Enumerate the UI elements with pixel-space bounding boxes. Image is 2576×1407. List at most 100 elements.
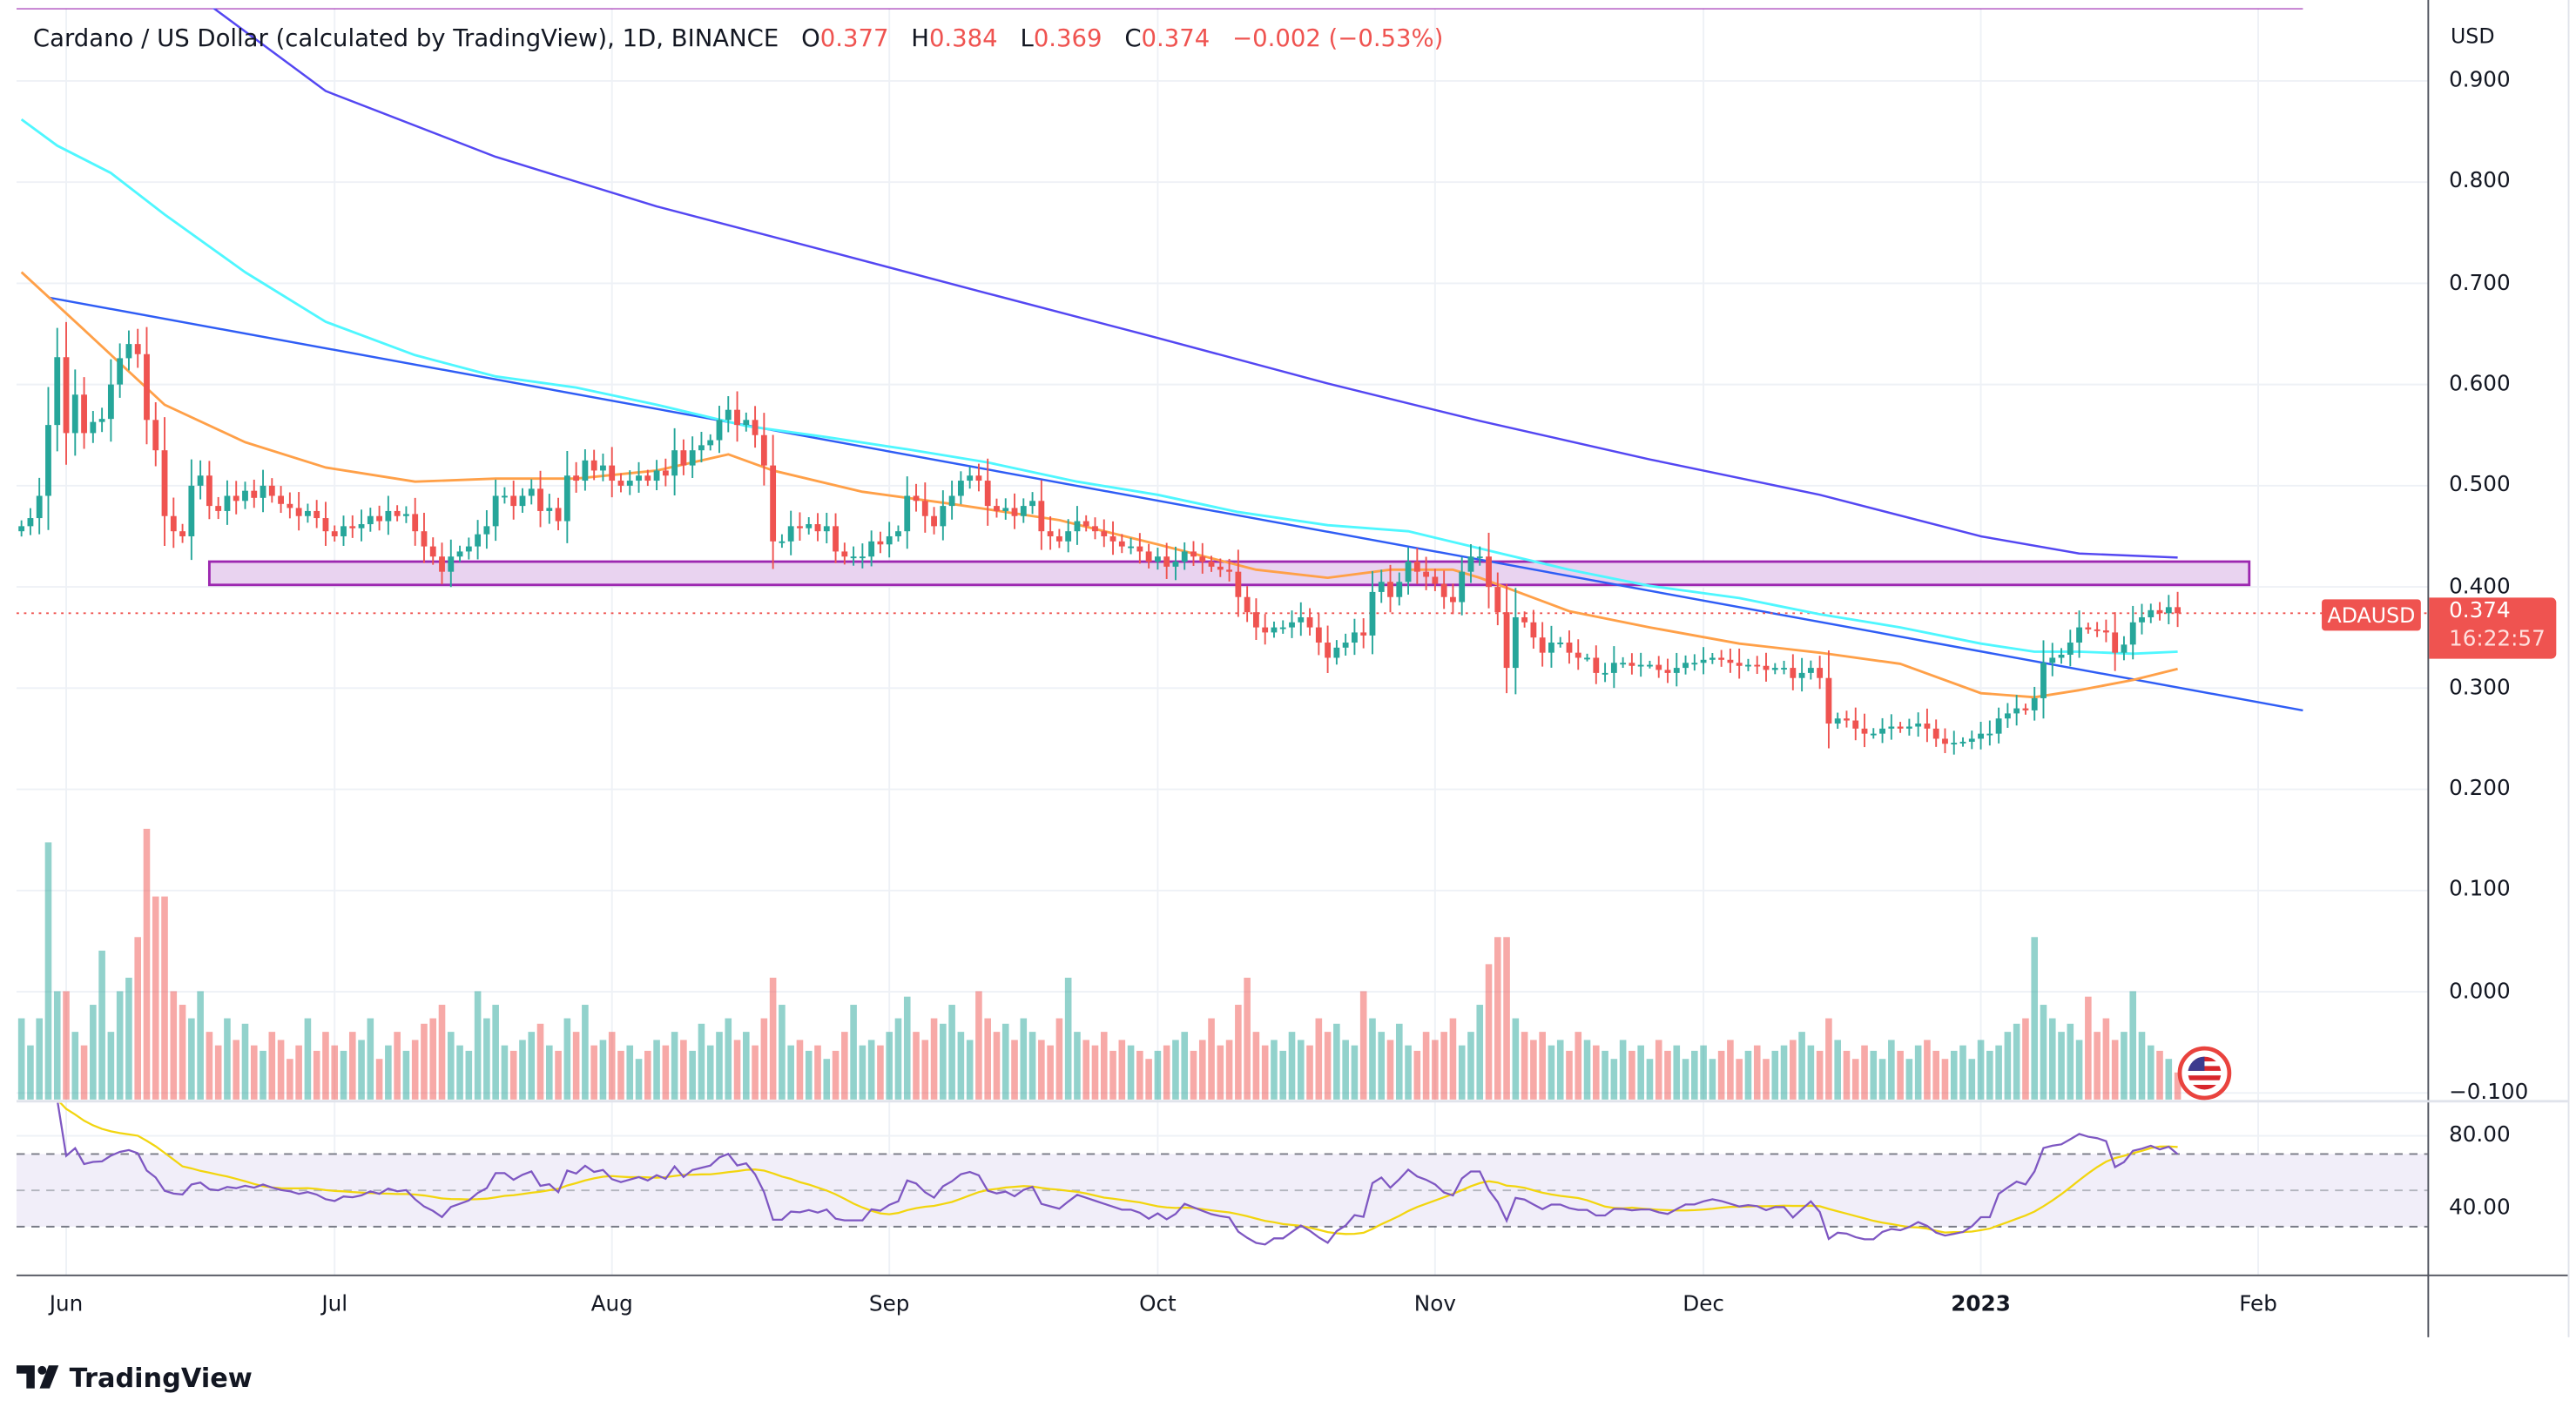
candle-up <box>1700 659 1707 663</box>
volume-bar <box>1593 1045 1600 1100</box>
volume-bar <box>1127 1045 1135 1100</box>
volume-bar <box>787 1045 794 1100</box>
volume-bar <box>375 1059 383 1100</box>
candle-down <box>1387 582 1393 597</box>
candle-up <box>260 485 266 498</box>
volume-bar <box>1432 1040 1439 1100</box>
candle-up <box>1002 508 1009 511</box>
symbol-legend[interactable]: Cardano / US Dollar (calculated by Tradi… <box>33 26 1443 52</box>
low-value: 0.369 <box>1033 26 1103 53</box>
candle-down <box>797 526 803 528</box>
candle-down <box>1503 612 1510 669</box>
high-value: 0.384 <box>928 26 998 53</box>
candle-down <box>841 551 848 557</box>
candle-down <box>1790 668 1797 678</box>
candle-down <box>1521 616 1528 623</box>
volume-bar <box>474 991 482 1100</box>
volume-bar <box>134 937 141 1100</box>
volume-bar <box>1172 1040 1179 1100</box>
volume-bar <box>492 1005 499 1100</box>
volume-bar <box>984 1018 991 1100</box>
volume-bar <box>519 1040 526 1100</box>
volume-bar <box>1664 1050 1671 1100</box>
volume-bar <box>2075 1040 2083 1100</box>
candle-up <box>197 475 204 486</box>
open-label: O <box>801 26 820 53</box>
volume-bar <box>1279 1050 1287 1100</box>
price-tick-label: 0.100 <box>2449 878 2511 904</box>
volume-bar <box>1028 1032 1036 1100</box>
volume-bar <box>1771 1050 1779 1100</box>
volume-bar <box>1986 1050 1993 1100</box>
volume-bar <box>1583 1040 1591 1100</box>
volume-bar <box>1395 1023 1403 1100</box>
candle-down <box>1315 627 1322 643</box>
rsi-tick-label: 80.00 <box>2449 1123 2511 1148</box>
volume-bar <box>760 1018 768 1100</box>
volume-bar <box>1208 1018 1215 1100</box>
volume-bar <box>53 991 61 1100</box>
candle-up <box>1342 643 1349 648</box>
volume-bar <box>590 1045 597 1100</box>
volume-bar <box>948 1005 955 1100</box>
volume-bar <box>1861 1045 1868 1100</box>
candle-down <box>278 495 284 504</box>
volume-bar <box>179 1005 186 1100</box>
moving-average-line-2 <box>20 118 2178 656</box>
volume-bar <box>27 1045 34 1100</box>
tradingview-logo[interactable]: TradingView <box>16 1359 253 1396</box>
volume-bar <box>1082 1040 1090 1100</box>
candle-down <box>2156 609 2163 614</box>
volume-bar <box>2121 1032 2128 1100</box>
candle-up <box>940 506 947 527</box>
volume-bar <box>1736 1059 1743 1100</box>
volume-bar <box>1924 1040 1931 1100</box>
candle-up <box>2049 657 2056 663</box>
currency-label[interactable]: USD <box>2450 23 2495 48</box>
candle-up <box>1181 551 1188 562</box>
candle-up <box>1369 591 1376 636</box>
candle-down <box>984 481 991 507</box>
candle-up <box>2121 644 2128 653</box>
volume-bar <box>1888 1040 1895 1100</box>
volume-bar <box>1959 1045 1966 1100</box>
drawings[interactable] <box>16 8 2428 712</box>
volume-bar <box>725 1018 732 1100</box>
volume-bar <box>1851 1059 1859 1100</box>
volume-bar <box>1198 1040 1206 1100</box>
candle-up <box>1915 724 1922 727</box>
volume-bar <box>1521 1032 1528 1100</box>
candle-up <box>1798 672 1805 678</box>
candle-up <box>2139 616 2145 623</box>
volume-bar <box>1673 1045 1681 1100</box>
candle-up <box>787 526 794 542</box>
volume-bar <box>752 1045 759 1100</box>
candle-up <box>1467 556 1474 572</box>
time-tick-label: Jul <box>321 1292 348 1318</box>
candle-down <box>1861 728 1868 734</box>
volume-bar <box>1306 1045 1313 1100</box>
volume-bar <box>2067 1023 2074 1100</box>
volume-bar <box>796 1040 804 1100</box>
volume-bar <box>260 1050 266 1100</box>
candle-up <box>502 495 508 498</box>
candle-up <box>1279 627 1286 629</box>
candle-up <box>1352 632 1358 643</box>
candle-down <box>1575 652 1581 658</box>
candle-up <box>107 384 114 420</box>
candle-up <box>71 394 78 434</box>
candle-down <box>1011 508 1018 516</box>
volume-bar <box>1494 937 1501 1100</box>
price-tick-label: 0.400 <box>2449 574 2511 600</box>
logo-text: TradingView <box>69 1361 253 1393</box>
candle-down <box>1109 535 1116 542</box>
candle-up <box>1154 556 1161 562</box>
volume-bar <box>617 1050 624 1100</box>
volume-bar <box>1217 1045 1224 1100</box>
us-flag-icon[interactable] <box>2177 1046 2232 1101</box>
volume-bar <box>1556 1040 1564 1100</box>
volume-bar <box>546 1045 553 1100</box>
volume-bar <box>331 1045 339 1100</box>
price-tick-label: 0.300 <box>2449 676 2511 701</box>
